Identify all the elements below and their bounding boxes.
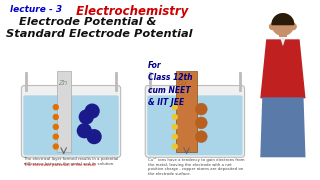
Circle shape [53, 114, 58, 120]
Circle shape [85, 104, 99, 118]
FancyBboxPatch shape [176, 71, 197, 152]
Circle shape [270, 24, 276, 30]
Text: Zn: Zn [58, 80, 67, 86]
Circle shape [53, 105, 58, 110]
Circle shape [196, 103, 207, 115]
FancyBboxPatch shape [145, 86, 244, 157]
Text: The electrode potential of the metal.: The electrode potential of the metal. [24, 163, 96, 167]
Circle shape [172, 124, 177, 129]
FancyBboxPatch shape [21, 86, 121, 157]
FancyBboxPatch shape [23, 95, 119, 155]
Text: Standard Electrode Potential: Standard Electrode Potential [6, 28, 192, 39]
Circle shape [79, 110, 93, 124]
Polygon shape [260, 97, 306, 157]
Circle shape [172, 114, 177, 120]
Text: Electrochemistry: Electrochemistry [72, 5, 188, 18]
Circle shape [172, 144, 177, 149]
Circle shape [172, 134, 177, 139]
Circle shape [290, 24, 296, 30]
Circle shape [272, 14, 294, 35]
Polygon shape [260, 39, 306, 98]
Circle shape [53, 134, 58, 139]
Circle shape [53, 124, 58, 129]
FancyBboxPatch shape [57, 71, 70, 152]
Text: The electrical layer formed results in a potential
difference between the metal : The electrical layer formed results in a… [24, 157, 119, 166]
Circle shape [53, 144, 58, 149]
Text: Cu: Cu [178, 80, 187, 86]
Text: lecture - 3: lecture - 3 [10, 5, 62, 14]
Circle shape [172, 105, 177, 110]
Text: Cu²⁺ ions have a tendency to gain electrons from
the metal, leaving the electrod: Cu²⁺ ions have a tendency to gain electr… [148, 157, 245, 176]
FancyBboxPatch shape [279, 31, 287, 37]
Circle shape [196, 117, 207, 129]
Text: Electrode Potential &: Electrode Potential & [11, 17, 156, 27]
Circle shape [87, 130, 101, 143]
Polygon shape [280, 37, 286, 46]
Circle shape [196, 131, 207, 143]
Circle shape [77, 124, 91, 138]
FancyBboxPatch shape [147, 95, 243, 155]
Text: For
Class 12th
cum NEET
& IIT JEE: For Class 12th cum NEET & IIT JEE [148, 61, 193, 107]
Wedge shape [272, 14, 294, 25]
